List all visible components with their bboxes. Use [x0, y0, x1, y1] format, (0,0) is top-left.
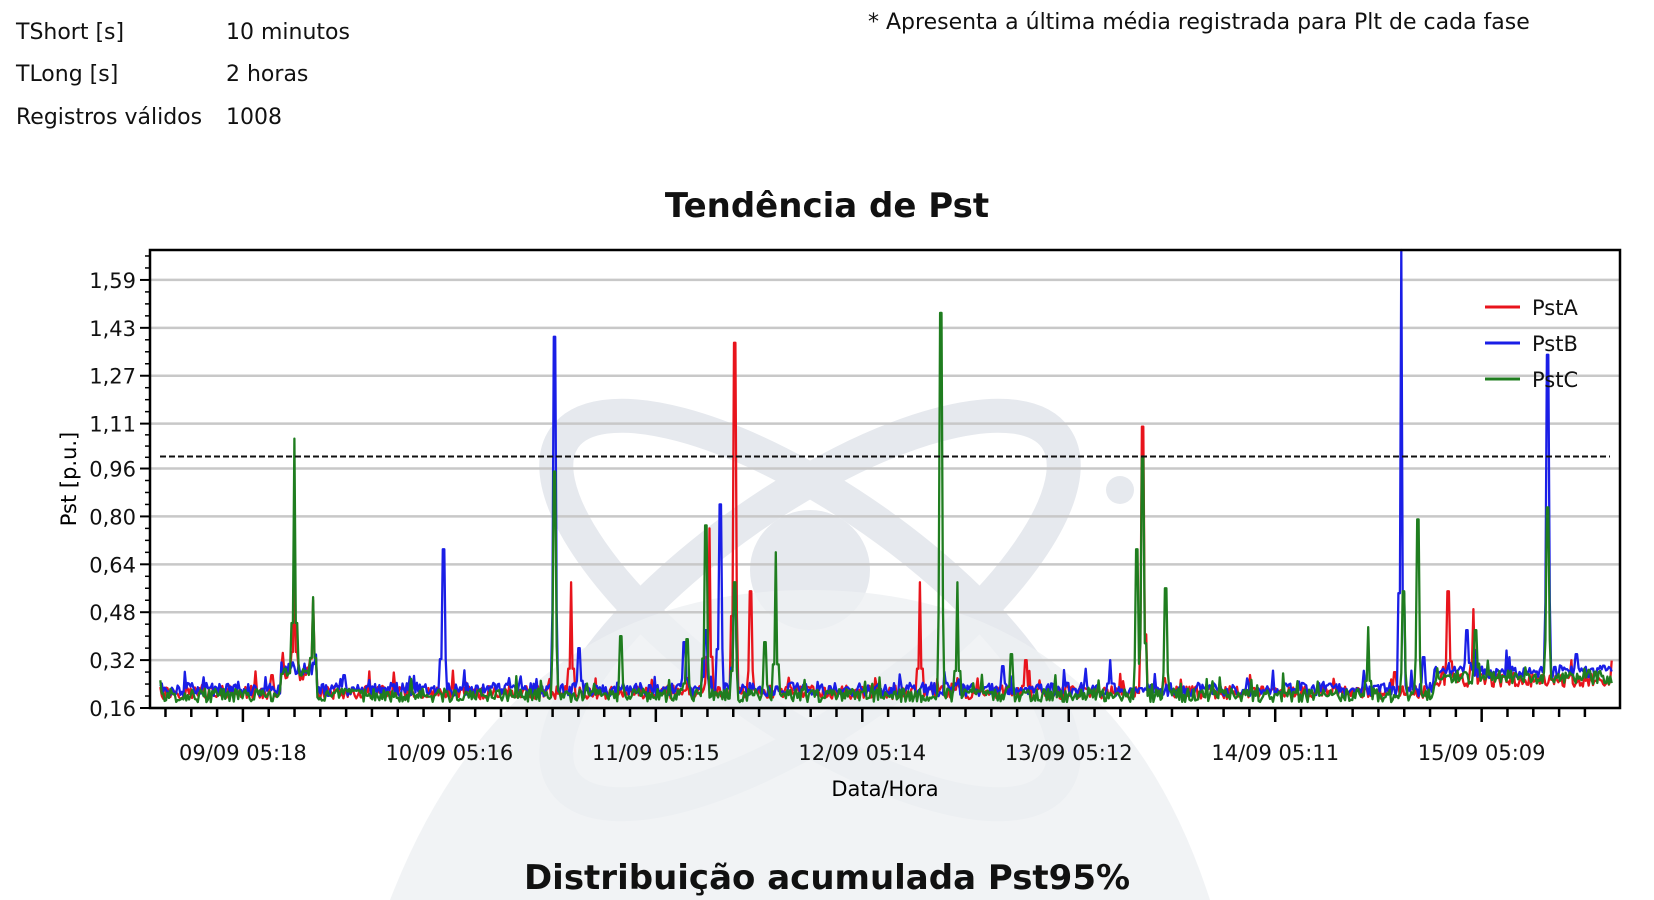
x-tick-label-6: 15/09 05:09 — [1418, 741, 1546, 765]
chart-title: Tendência de Pst — [664, 186, 990, 226]
y-tick-label-6: 1,11 — [89, 413, 136, 437]
y-axis-label: Pst [p.u.] — [57, 432, 81, 527]
series-line-pstc — [159, 311, 1613, 704]
y-tick-label-5: 0,96 — [89, 458, 136, 482]
series-lines — [159, 248, 1613, 704]
legend: PstA PstB PstC — [1485, 296, 1578, 392]
y-axis: 0,16 0,32 0,48 0,64 0,80 0,96 1,11 1,27 1,43 1,59 — [89, 255, 150, 721]
x-tick-label-3: 12/09 05:14 — [798, 741, 926, 765]
info-label-registros: Registros válidos — [16, 105, 203, 130]
x-axis-label: Data/Hora — [831, 777, 938, 801]
legend-label-psta: PstA — [1532, 296, 1578, 320]
y-tick-label-1: 0,32 — [89, 649, 136, 673]
x-tick-label-0: 09/09 05:18 — [179, 741, 307, 765]
y-tick-label-7: 1,27 — [89, 365, 136, 389]
y-tick-label-4: 0,80 — [89, 505, 136, 529]
plot-frame — [148, 248, 1622, 710]
info-value-tlong: 2 horas — [226, 62, 309, 87]
x-tick-label-2: 11/09 05:15 — [592, 741, 720, 765]
y-tick-label-0: 0,16 — [89, 697, 136, 721]
info-value-registros: 1008 — [226, 105, 282, 130]
info-label-tlong: TLong [s] — [16, 62, 119, 87]
x-tick-label-4: 13/09 05:12 — [1005, 741, 1133, 765]
legend-label-pstb: PstB — [1532, 332, 1578, 356]
y-tick-label-2: 0,48 — [89, 601, 136, 625]
y-tick-label-3: 0,64 — [89, 553, 136, 577]
x-axis: 09/09 05:18 10/09 05:16 11/09 05:15 12/09 0… — [164, 708, 1587, 765]
y-tick-label-8: 1,43 — [89, 317, 136, 341]
legend-label-pstc: PstC — [1532, 368, 1578, 392]
info-value-tshort: 10 minutos — [226, 20, 350, 45]
plt-note: * Apresenta a última média registrada pa… — [868, 10, 1530, 35]
series-line-pstb — [159, 248, 1613, 698]
info-label-tshort: TShort [s] — [16, 20, 125, 45]
watermark-logo-icon — [390, 398, 1210, 900]
x-tick-label-1: 10/09 05:16 — [386, 741, 514, 765]
x-tick-label-5: 14/09 05:11 — [1211, 741, 1339, 765]
y-tick-label-9: 1,59 — [89, 269, 136, 293]
distribution-title: Distribuição acumulada Pst95% — [523, 858, 1131, 898]
series-line-psta — [159, 341, 1613, 701]
